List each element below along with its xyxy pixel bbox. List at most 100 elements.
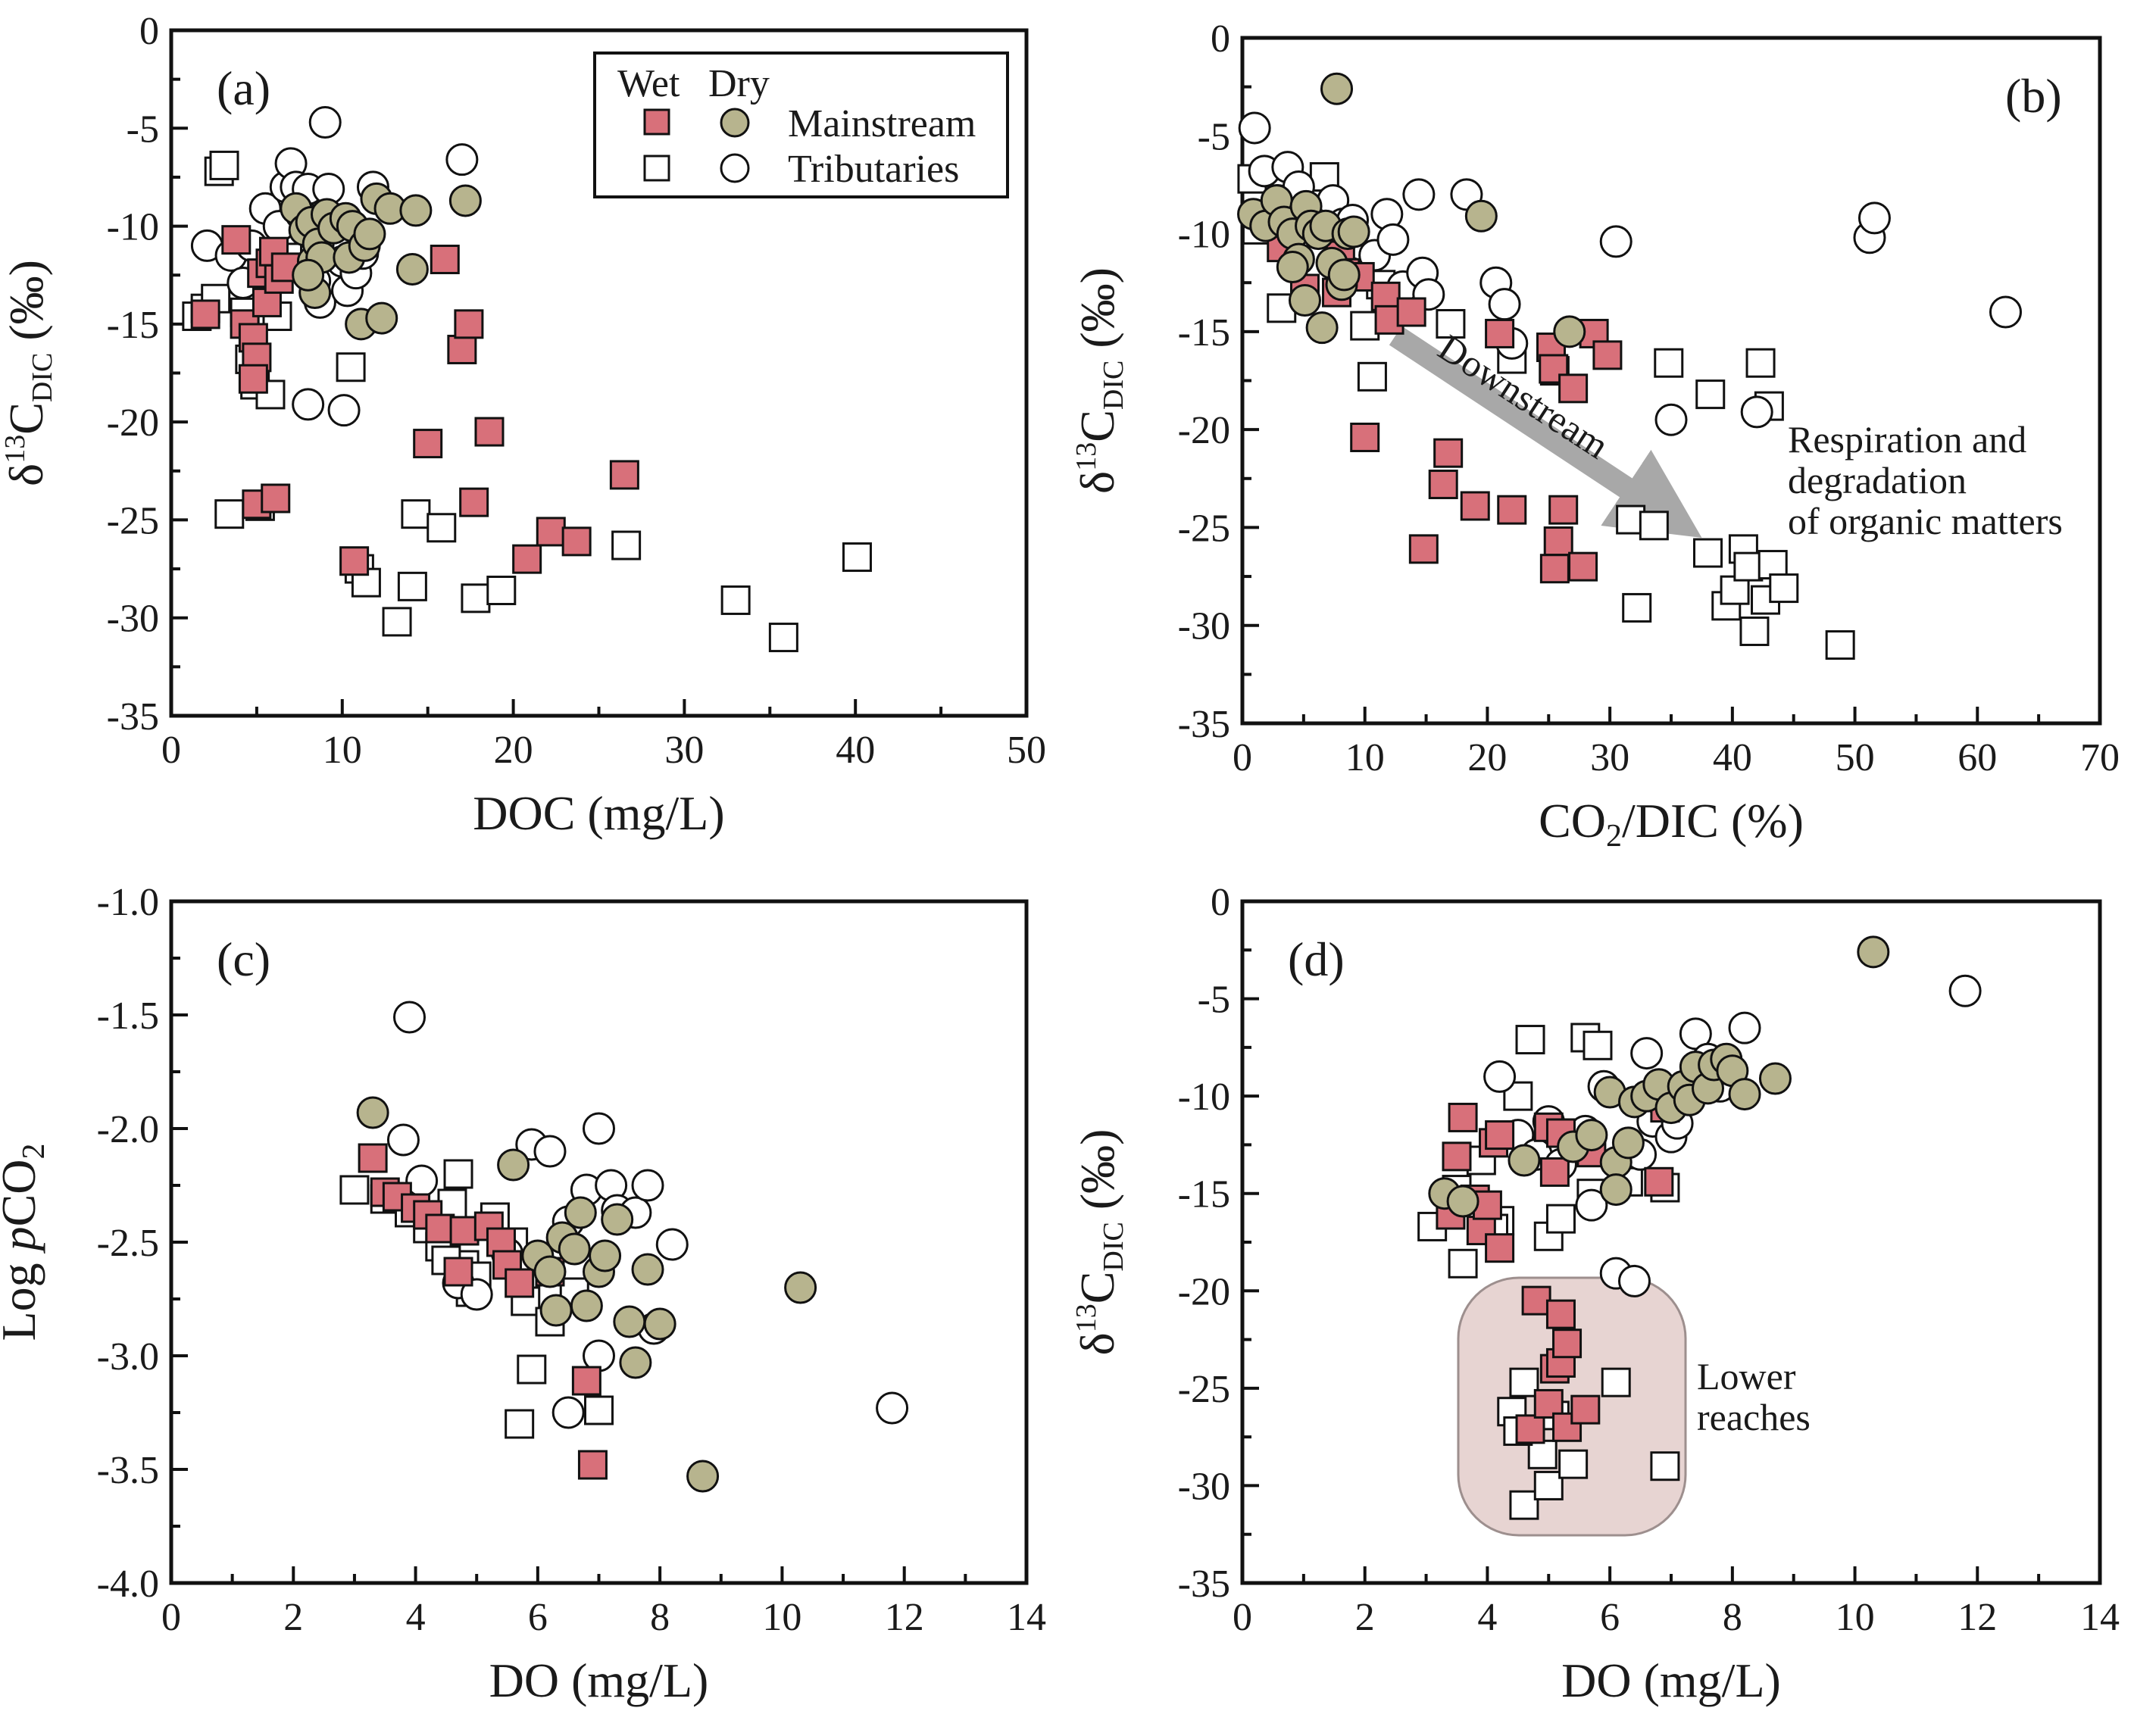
panel-c-series-mainstream-dry [356,1096,817,1493]
panel-d-point-mainstream-dry [1857,935,1890,969]
panel-c-ytick-label: -2.5 [97,1222,159,1265]
panel-c-xtick-label: 14 [1007,1596,1046,1639]
panel-b-xtick-label: 10 [1345,736,1385,779]
panel-c-point-mainstream-dry [533,1255,567,1288]
panel-d-point-mainstream-wet [1442,1141,1472,1172]
panel-d-point-mainstream-dry [1508,1144,1541,1177]
panel-d-point-mainstream-wet [1552,1329,1583,1359]
panel-b-point-mainstream-dry [1320,72,1354,105]
panel-c-point-tributaries-wet [505,1409,535,1439]
panel-c-point-mainstream-dry [497,1148,530,1182]
panel-d-point-tributaries-wet [1527,1439,1558,1469]
panel-d-point-tributaries-wet [1545,1204,1576,1234]
legend-wet-label: Wet [617,62,680,105]
respiration-label-line2: degradation [1788,459,1967,501]
panel-a-point-mainstream-wet [512,544,542,574]
panel-b-point-mainstream-dry [1337,215,1370,248]
panel-c-point-mainstream-dry [570,1289,603,1322]
panel-b-point-tributaries-wet [1733,551,1764,582]
panel-a-point-mainstream-wet [536,517,566,547]
panel-c-point-mainstream-wet [449,1216,480,1246]
panel-c-point-mainstream-dry [643,1307,676,1341]
panel-a-point-mainstream-dry [365,301,398,335]
panel-b-point-mainstream-dry [1464,199,1498,233]
panel-b-ytick-label: -35 [1178,703,1230,746]
panel-b-ytick-label: 0 [1211,17,1230,61]
panel-b-point-mainstream-wet [1558,373,1589,404]
panel-d-ytick-label: -10 [1178,1076,1230,1119]
panel-a-point-tributaries-wet [720,585,751,615]
panel-d-point-mainstream-wet [1545,1299,1576,1329]
panel-d-ytick-label: -35 [1178,1563,1230,1606]
panel-a-ytick-label: -30 [107,598,159,641]
panel-d-point-mainstream-dry [1611,1126,1645,1160]
panel-d-xtick-label: 12 [1957,1596,1997,1639]
panel-b-series-mainstream-dry [1237,72,1586,348]
panel-a-point-mainstream-dry [292,258,325,292]
panel-b-point-tributaries-dry [1376,223,1410,256]
panel-c-xtick-label: 8 [650,1596,670,1639]
panel-b-xtick-label: 50 [1836,736,1875,779]
panel-d-point-mainstream-wet [1485,1120,1515,1151]
panel-d-point-tributaries-wet [1515,1025,1545,1055]
lower-reaches-label-line1: Lower [1697,1355,1796,1397]
panel-b-y-axis-title: δ13CDIC (‰) [1070,267,1129,494]
panel-c-point-tributaries-dry [533,1135,567,1168]
panel-a-point-mainstream-wet [339,546,370,576]
panel-a-point-tributaries-wet [611,530,642,560]
panel-d-ytick-label: -15 [1178,1173,1230,1216]
panel-c-point-mainstream-dry [564,1196,597,1229]
panel-d-y-axis-title: δ13CDIC (‰) [1070,1129,1129,1356]
panel-b-x-axis-title: CO2/DIC (%) [1539,794,1804,854]
panel-b-xtick-label: 20 [1467,736,1507,779]
panel-c-point-mainstream-dry [589,1239,622,1272]
panel-d-point-mainstream-wet [1570,1394,1601,1425]
panel-a-point-mainstream-wet [454,309,484,339]
panel-b-point-mainstream-wet [1408,534,1439,564]
panel-a-ytick-label: -5 [127,108,159,151]
panel-a-point-tributaries-wet [842,542,872,573]
panel-a-point-mainstream-wet [459,487,489,517]
legend-wet-tributary-marker [643,155,670,182]
panel-b-point-tributaries-dry [1488,288,1521,321]
panel-b-point-mainstream-wet [1396,297,1426,327]
panel-c-point-mainstream-dry [784,1271,817,1304]
panel-c-series-mainstream-wet [358,1143,608,1480]
panel-d-point-tributaries-dry [1617,1264,1651,1297]
panel-b-ytick-label: -10 [1178,214,1230,257]
panel-b-point-tributaries-wet [1350,311,1380,341]
panel-b-xtick-label: 30 [1590,736,1629,779]
panel-a-point-mainstream-wet [190,299,220,329]
panel-b-point-mainstream-dry [1305,311,1339,345]
panel-c-point-tributaries-dry [583,1112,615,1145]
panel-d-point-tributaries-dry [1575,1188,1608,1222]
panel-c-point-mainstream-dry [356,1096,389,1129]
panel-b-point-tributaries-wet [1654,348,1684,378]
panel-a-point-tributaries-dry [292,388,325,421]
panel-c-point-mainstream-dry [539,1294,573,1327]
panel-d-ytick-label: -25 [1178,1368,1230,1411]
panel-d-point-tributaries-dry [1728,1011,1761,1044]
panel-a-ytick-label: -10 [107,206,159,249]
panel-d-series-mainstream-wet [1436,1093,1680,1444]
panel-b-point-mainstream-wet [1548,495,1579,525]
panel-c-y-axis-title: Log pCO2 [0,1144,52,1341]
panel-a-ytick-label: -15 [107,304,159,347]
panel-c-point-mainstream-wet [425,1213,455,1244]
panel-d: 0 2 4 6 8 10 12 14 0 -5 -10 -15 -20 -25 -30 -35 (d) DO (m… [1070,881,2120,1707]
panel-a-point-tributaries-wet [486,576,517,606]
panel-c-point-tributaries-wet [443,1159,473,1189]
panel-b-point-tributaries-wet [1695,379,1726,410]
panel-b-point-mainstream-wet [1350,422,1380,452]
panel-b-xtick-label: 70 [2080,736,2120,779]
panel-b-ytick-label: -25 [1178,507,1230,550]
panel-c: 0 2 4 6 8 10 12 14 -1.0 -1.5 -2.0 -2.5 -3.0 -3.5 -4.0 (… [0,881,1046,1707]
panel-b: 0 10 20 30 40 50 60 70 0 -5 -10 -15 -20 -25 -30 -35 (b) C… [1070,17,2120,854]
panel-d-point-mainstream-wet [1644,1166,1674,1197]
panel-d-point-mainstream-wet [1448,1102,1478,1132]
panel-a-xtick-label: 40 [836,729,875,772]
panel-b-point-mainstream-wet [1428,470,1458,500]
panel-b-point-mainstream-wet [1485,318,1515,348]
panel-d-point-mainstream-dry [1758,1062,1792,1095]
